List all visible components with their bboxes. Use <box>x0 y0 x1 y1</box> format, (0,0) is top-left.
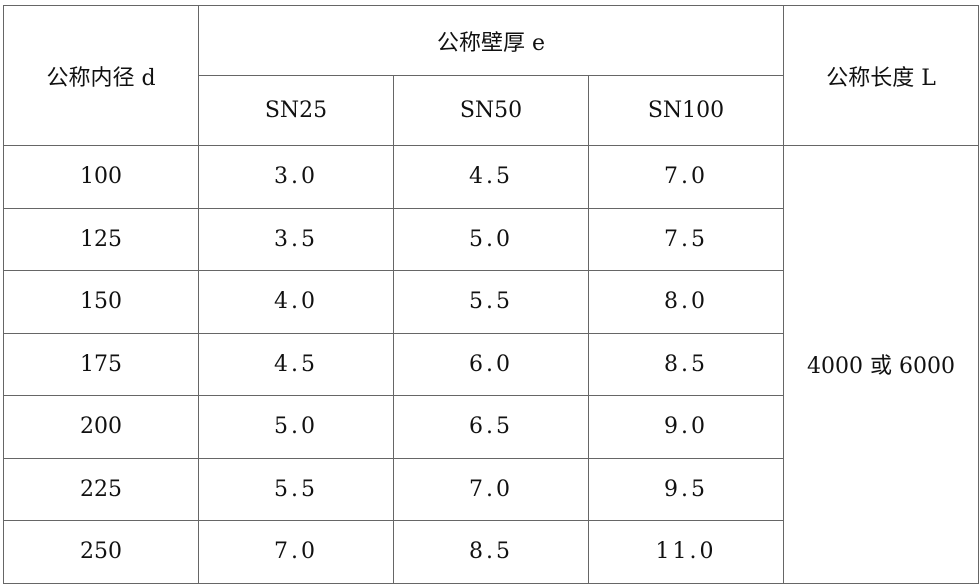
cell-sn50: 6.5 <box>393 395 589 459</box>
table-row: 250 7.0 8.5 11.0 <box>3 520 979 584</box>
cell-sn25: 4.5 <box>198 332 394 396</box>
cell-sn50: 5.0 <box>393 207 589 271</box>
cell-sn100: 8.5 <box>587 332 785 396</box>
cell-d: 200 <box>3 395 199 459</box>
cell-sn25: 5.5 <box>198 457 394 521</box>
header-length: 公称长度 L <box>783 5 980 146</box>
table-row: 100 3.0 4.5 7.0 4000 或 6000 <box>3 145 980 584</box>
cell-sn25: 7.0 <box>198 520 394 584</box>
cell-sn25: 3.0 <box>198 145 394 209</box>
cell-d: 225 <box>3 457 199 521</box>
table-row: 225 5.5 7.0 9.5 <box>3 457 979 521</box>
cell-sn100: 9.5 <box>587 457 785 521</box>
header-thickness: 公称壁厚 e <box>197 5 785 76</box>
table-row: 200 5.0 6.5 9.0 <box>3 395 979 459</box>
header-sn25: SN25 <box>198 75 394 146</box>
cell-sn50: 7.0 <box>393 457 589 521</box>
header-sn100: SN100 <box>587 75 785 146</box>
cell-length: 4000 或 6000 <box>783 145 980 584</box>
cell-sn100: 11.0 <box>587 520 785 584</box>
header-diameter: 公称内径 d <box>3 5 199 146</box>
cell-sn100: 7.0 <box>587 145 785 209</box>
cell-sn25: 3.5 <box>198 207 394 271</box>
cell-d: 175 <box>3 332 199 396</box>
cell-sn50: 4.5 <box>393 145 589 209</box>
cell-sn25: 5.0 <box>198 395 394 459</box>
cell-sn100: 8.0 <box>587 270 785 334</box>
cell-d: 125 <box>3 207 199 271</box>
cell-d: 100 <box>3 145 199 209</box>
cell-sn50: 5.5 <box>393 270 589 334</box>
cell-sn100: 9.0 <box>587 395 785 459</box>
header-sn50: SN50 <box>393 75 589 146</box>
cell-sn25: 4.0 <box>198 270 394 334</box>
cell-sn50: 6.0 <box>393 332 589 396</box>
pipe-spec-table: 公称内径 d 公称壁厚 e 公称长度 L SN25 SN50 SN100 100… <box>3 5 980 584</box>
cell-sn100: 7.5 <box>587 207 785 271</box>
cell-d: 250 <box>3 520 199 584</box>
table-row: 175 4.5 6.0 8.5 <box>3 332 979 396</box>
cell-sn50: 8.5 <box>393 520 589 584</box>
cell-d: 150 <box>3 270 199 334</box>
